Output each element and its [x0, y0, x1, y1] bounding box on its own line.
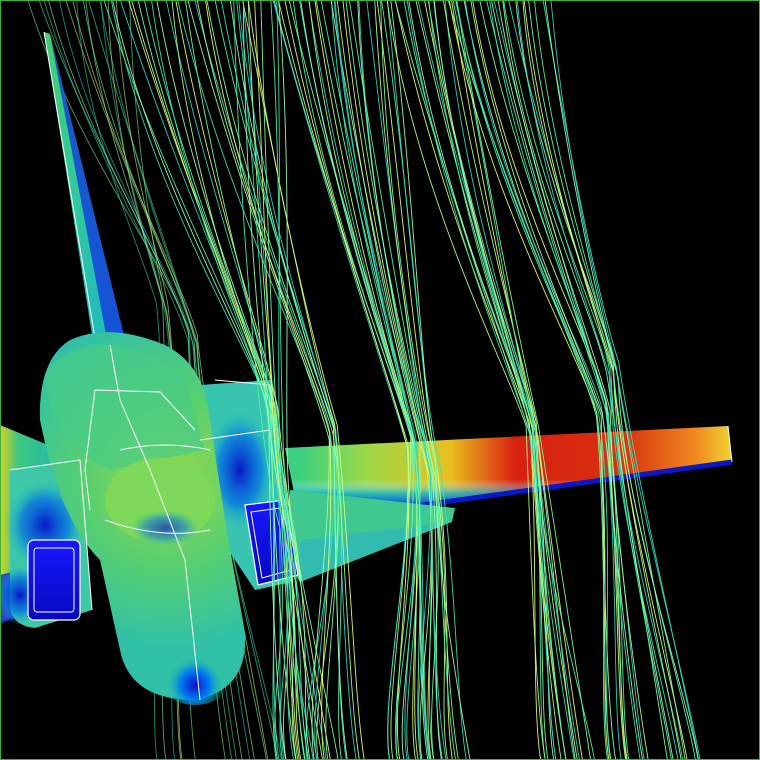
streamline	[348, 0, 435, 760]
streamline	[447, 0, 612, 760]
streamline	[128, 0, 297, 760]
streamline	[82, 0, 267, 760]
streamline	[516, 0, 684, 760]
streamline	[112, 0, 287, 760]
streamline	[497, 0, 649, 760]
streamline	[394, 0, 542, 760]
streamline	[463, 0, 617, 760]
streamline	[489, 0, 641, 760]
streamline	[493, 0, 645, 760]
streamline	[366, 0, 447, 760]
streamline	[386, 0, 467, 760]
streamline	[486, 0, 630, 760]
streamline	[336, 0, 432, 760]
streamline	[464, 0, 622, 760]
streamline	[342, 0, 433, 760]
streamline	[233, 0, 283, 760]
streamline	[205, 0, 332, 760]
right-wing-tip	[727, 425, 733, 463]
streamline	[99, 0, 282, 760]
streamline	[229, 0, 348, 760]
streamline	[428, 0, 567, 760]
streamline	[308, 0, 417, 760]
streamline	[448, 0, 610, 760]
streamline	[380, 0, 459, 760]
streamline	[433, 0, 575, 760]
left-intake-inlet	[27, 539, 81, 621]
streamline	[502, 0, 668, 760]
streamline	[456, 0, 609, 760]
streamline	[550, 0, 701, 760]
streamline	[451, 0, 583, 760]
streamline	[452, 0, 595, 760]
canopy-pressure-spot	[130, 510, 200, 546]
streamline	[331, 0, 430, 760]
streamline	[515, 0, 674, 760]
streamline	[276, 0, 314, 760]
streamline	[171, 0, 324, 760]
streamline	[308, 0, 418, 760]
streamline	[278, 0, 311, 760]
streamline	[479, 0, 627, 760]
right-wing-shade	[285, 426, 732, 522]
streamline	[408, 0, 555, 760]
streamlines	[103, 0, 701, 760]
right-intake-pressure-spot	[205, 410, 275, 530]
streamline	[156, 0, 318, 760]
streamline	[357, 0, 442, 760]
streamline	[442, 0, 578, 760]
streamline	[270, 0, 309, 760]
streamline	[194, 0, 333, 760]
streamline	[247, 0, 297, 760]
streamline	[247, 0, 365, 760]
streamline	[315, 0, 422, 760]
streamline	[444, 0, 580, 760]
streamline	[206, 0, 340, 760]
nose-cone	[160, 655, 230, 705]
streamline	[137, 0, 299, 760]
streamline	[523, 0, 688, 760]
streamline	[533, 0, 696, 760]
streamline	[390, 0, 471, 760]
streamline	[433, 0, 576, 760]
streamline	[455, 0, 611, 760]
streamline	[254, 0, 302, 760]
fuselage-upper-deck	[45, 345, 205, 470]
vertical-fin-trailing-edge	[50, 34, 128, 356]
streamline	[184, 0, 339, 760]
streamline	[72, 0, 269, 760]
streamline	[103, 0, 277, 760]
vertical-fin-edge-line	[43, 31, 99, 357]
streamline	[236, 0, 289, 760]
streamline	[277, 0, 409, 760]
streamline	[242, 0, 294, 760]
streamline	[503, 0, 672, 760]
streamline	[345, 0, 439, 760]
streamline	[490, 0, 644, 760]
streamline	[508, 0, 679, 760]
streamline	[187, 0, 330, 760]
streamline	[374, 0, 448, 760]
streamline	[386, 0, 546, 760]
streamline	[455, 0, 592, 760]
